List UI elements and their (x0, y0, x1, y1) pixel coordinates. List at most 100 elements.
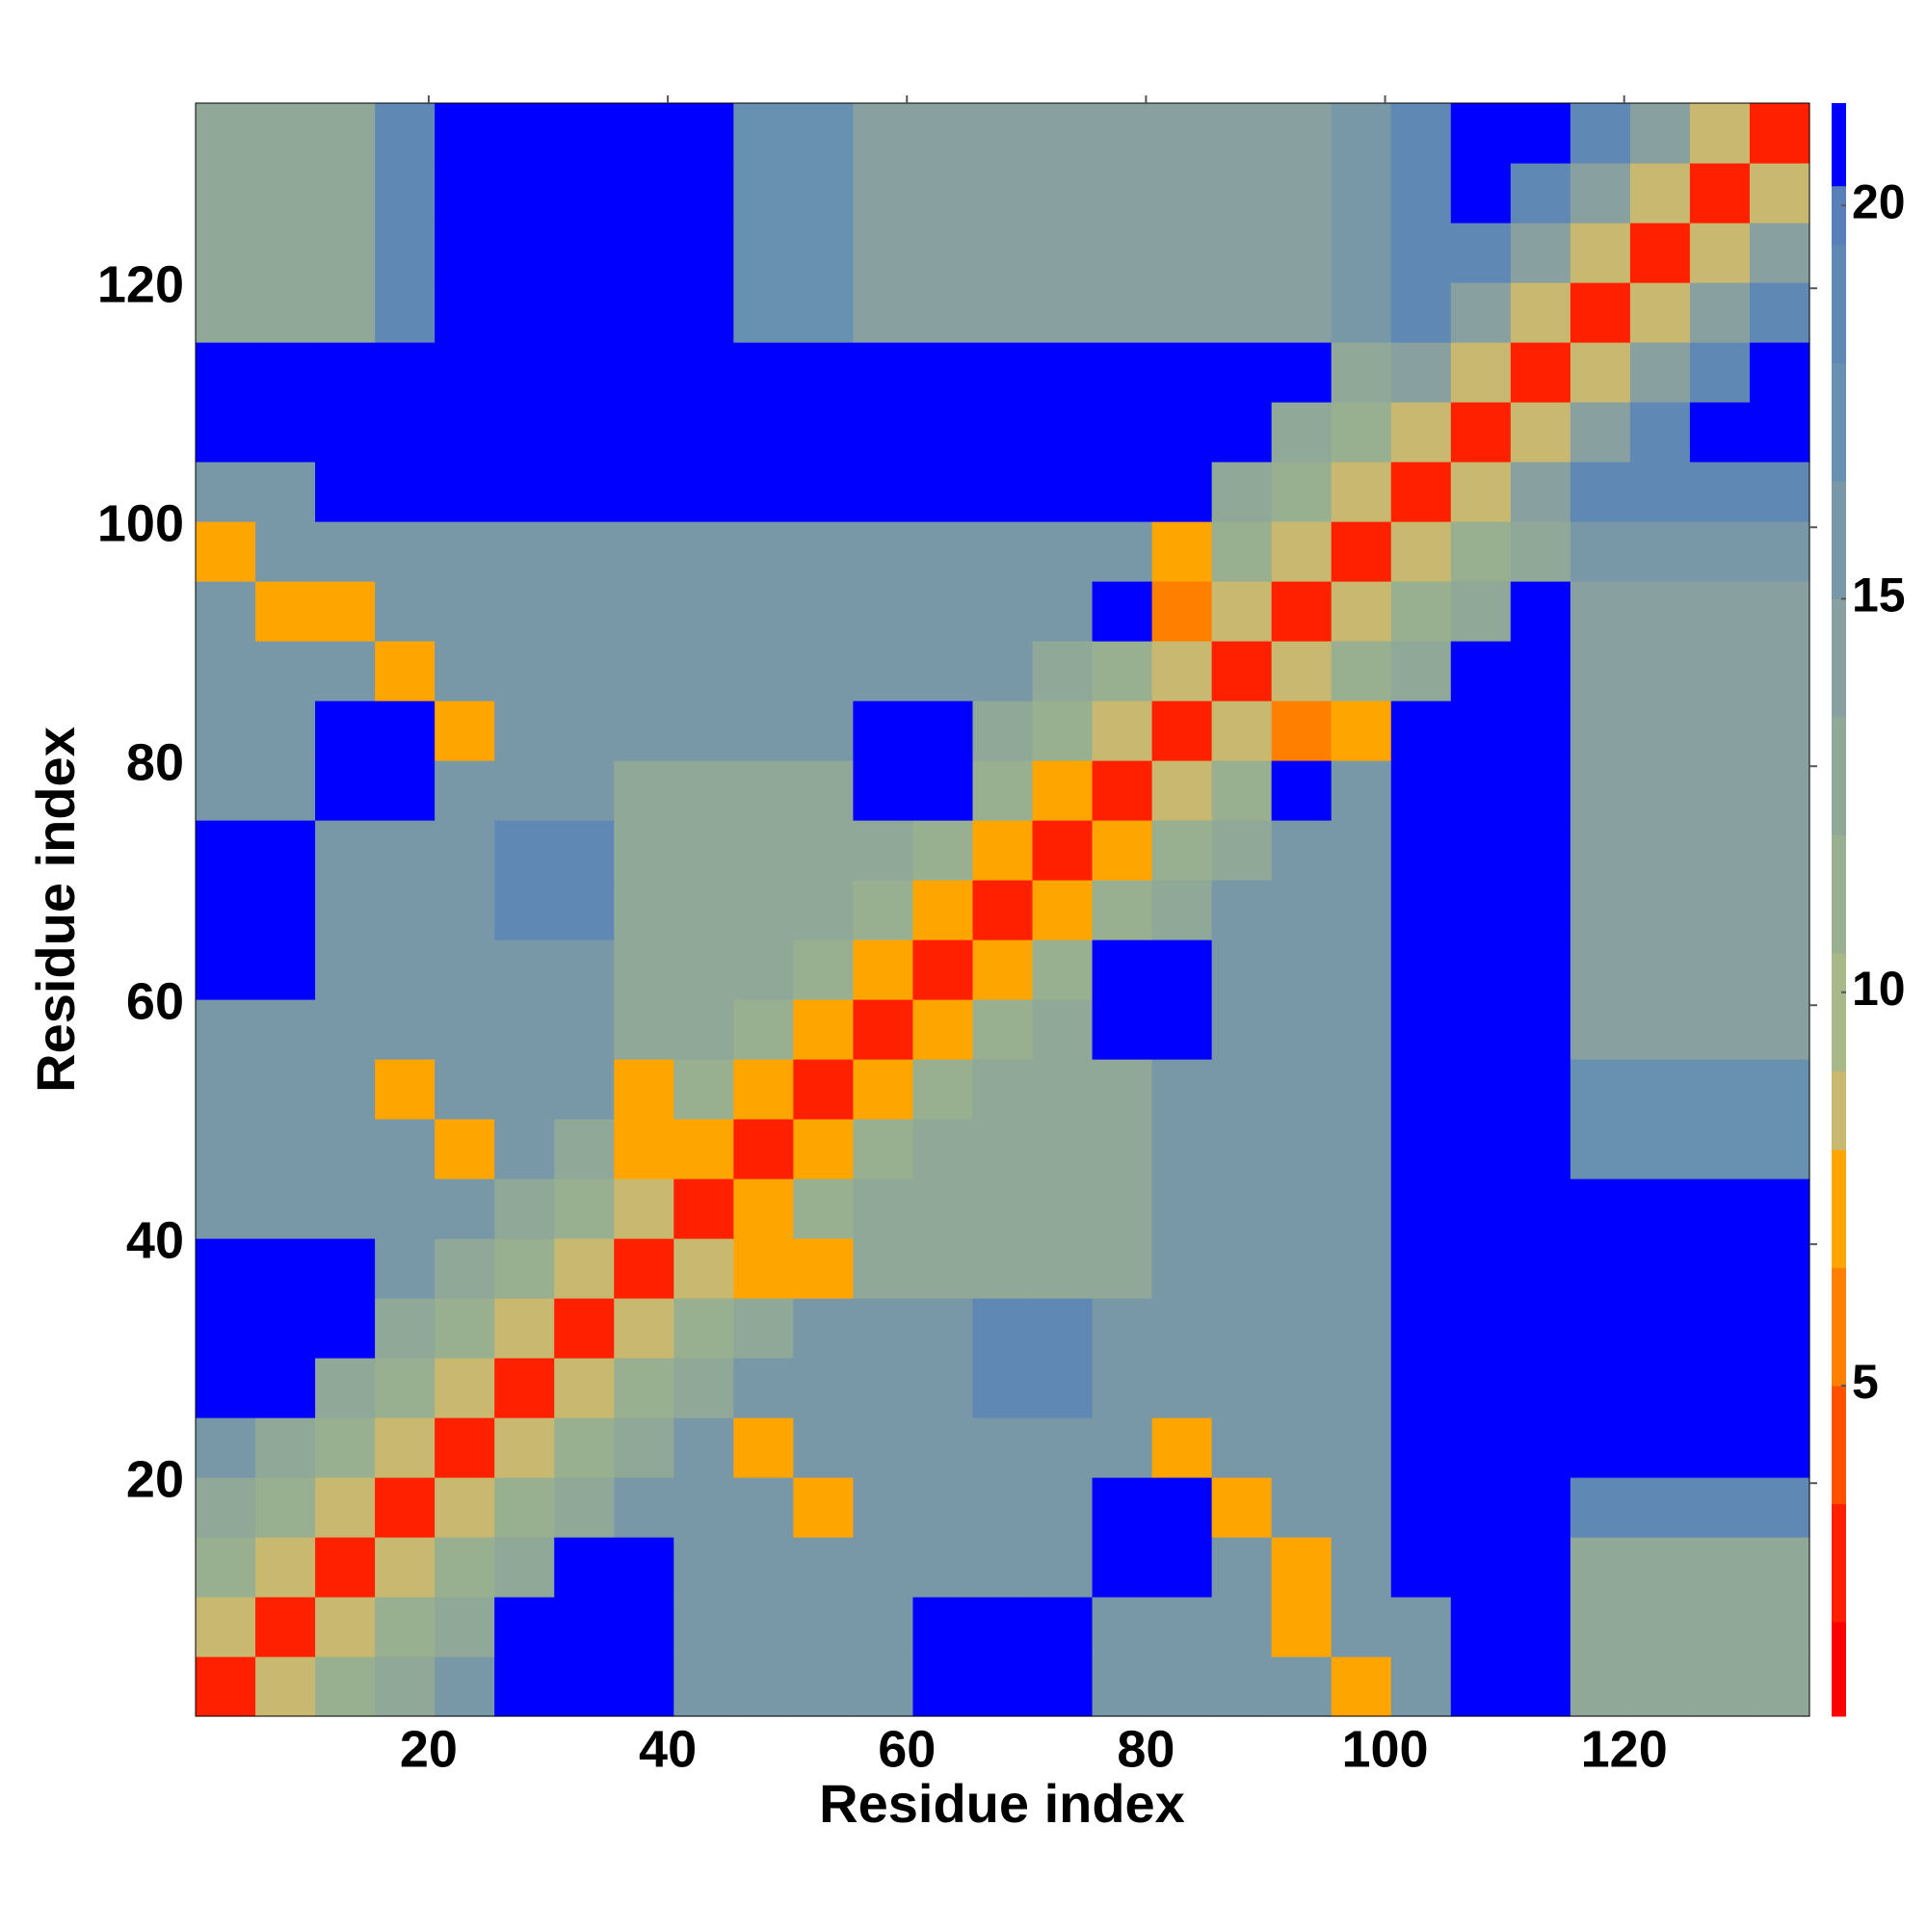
heatmap-cell (1689, 1238, 1751, 1299)
heatmap-cell (196, 402, 256, 463)
heatmap-cell (1092, 641, 1153, 701)
heatmap-cell (972, 1238, 1034, 1299)
colorbar-band (1832, 1071, 1846, 1151)
heatmap-cell (853, 940, 914, 1000)
heatmap-cell (1629, 641, 1691, 701)
heatmap-cell (972, 641, 1034, 701)
heatmap-cell (1570, 1477, 1631, 1538)
heatmap-cell (614, 641, 674, 701)
heatmap-cell (1271, 1477, 1333, 1538)
heatmap-cell (1092, 1477, 1153, 1538)
heatmap-cell (614, 223, 674, 283)
heatmap-cell (972, 940, 1034, 1000)
heatmap-cell (793, 1178, 855, 1239)
colorbar-band (1832, 1622, 1846, 1717)
heatmap-cell (793, 1537, 855, 1598)
heatmap-cell (673, 103, 734, 164)
heatmap-cell (1331, 342, 1392, 403)
heatmap-cell (375, 223, 436, 283)
heatmap-cell (1331, 940, 1392, 1000)
heatmap-cell (673, 1537, 734, 1598)
heatmap-cell (1390, 103, 1452, 164)
heatmap-cell (315, 1238, 376, 1299)
colorbar-band (1832, 598, 1846, 718)
heatmap-cell (733, 1358, 794, 1418)
heatmap-cell (255, 1537, 316, 1598)
heatmap-cell (1390, 1656, 1452, 1717)
heatmap-cell (1629, 402, 1691, 463)
heatmap-cell (1271, 223, 1333, 283)
heatmap-cell (614, 1119, 674, 1179)
heatmap-cell (255, 103, 316, 164)
heatmap-cell (1032, 282, 1094, 343)
heatmap-cell (1271, 1537, 1333, 1598)
heatmap-cell (1390, 1298, 1452, 1359)
heatmap-cell (1689, 1656, 1751, 1717)
colorbar-tick-label: 5 (1852, 1355, 1879, 1409)
heatmap-cell (972, 163, 1034, 224)
colorbar-band (1832, 185, 1846, 246)
heatmap-cell (1570, 462, 1631, 522)
heatmap-cell (435, 1537, 495, 1598)
heatmap-cell (1331, 701, 1392, 761)
heatmap-cell (972, 760, 1034, 821)
heatmap-cell (196, 521, 256, 582)
colorbar-band (1832, 480, 1846, 599)
heatmap-cell (1151, 641, 1213, 701)
heatmap-cell (196, 163, 256, 224)
heatmap-cell (1450, 163, 1512, 224)
heatmap-cell (1092, 521, 1153, 582)
heatmap-cell (1510, 1358, 1571, 1418)
heatmap-cell (554, 1477, 615, 1538)
heatmap-cell (972, 1477, 1034, 1538)
heatmap-cell (1629, 282, 1691, 343)
heatmap-cell (255, 999, 316, 1060)
heatmap-cell (1689, 103, 1751, 164)
heatmap-cell (1629, 462, 1691, 522)
heatmap-cell (1390, 940, 1452, 1000)
heatmap-cell (255, 1238, 316, 1299)
heatmap-cell (435, 223, 495, 283)
heatmap-cell (1689, 701, 1751, 761)
heatmap-cell (1510, 1298, 1571, 1359)
heatmap-cell (793, 1477, 855, 1538)
heatmap-cell (196, 641, 256, 701)
heatmap-cell (733, 1537, 794, 1598)
heatmap-cell (255, 641, 316, 701)
heatmap-cell (1032, 1656, 1094, 1717)
heatmap-cell (793, 1298, 855, 1359)
heatmap-cell (196, 760, 256, 821)
heatmap-cell (853, 282, 914, 343)
heatmap-cell (1629, 1119, 1691, 1179)
heatmap-cell (1689, 1358, 1751, 1418)
heatmap-cell (1390, 1597, 1452, 1657)
heatmap-cell (673, 521, 734, 582)
heatmap-cell (1211, 282, 1273, 343)
heatmap-cell (494, 1656, 555, 1717)
heatmap-cell (673, 820, 734, 881)
x-tick-label: 40 (639, 1720, 697, 1778)
x-tick-label: 100 (1341, 1720, 1428, 1778)
heatmap-cell (554, 760, 615, 821)
heatmap-cell (912, 1238, 974, 1299)
y-tick-label: 60 (126, 972, 184, 1030)
heatmap-cell (554, 1059, 615, 1120)
heatmap-cell (733, 820, 794, 881)
y-tick-label: 100 (97, 494, 184, 552)
heatmap-cell (315, 820, 376, 881)
heatmap-cell (1271, 760, 1333, 821)
heatmap-cell (972, 1358, 1034, 1418)
heatmap-cell (494, 1358, 555, 1418)
heatmap-cell (435, 581, 495, 642)
heatmap-cell (1092, 1059, 1153, 1120)
heatmap-cell (375, 1417, 436, 1478)
heatmap-cell (1689, 1537, 1751, 1598)
heatmap-cell (1151, 1597, 1213, 1657)
heatmap-cell (614, 760, 674, 821)
heatmap-cell (1450, 880, 1512, 940)
heatmap-cell (1151, 1178, 1213, 1239)
heatmap-cell (972, 103, 1034, 164)
heatmap-cell (375, 1178, 436, 1239)
heatmap-cell (1092, 342, 1153, 403)
heatmap-cell (1749, 1119, 1810, 1179)
